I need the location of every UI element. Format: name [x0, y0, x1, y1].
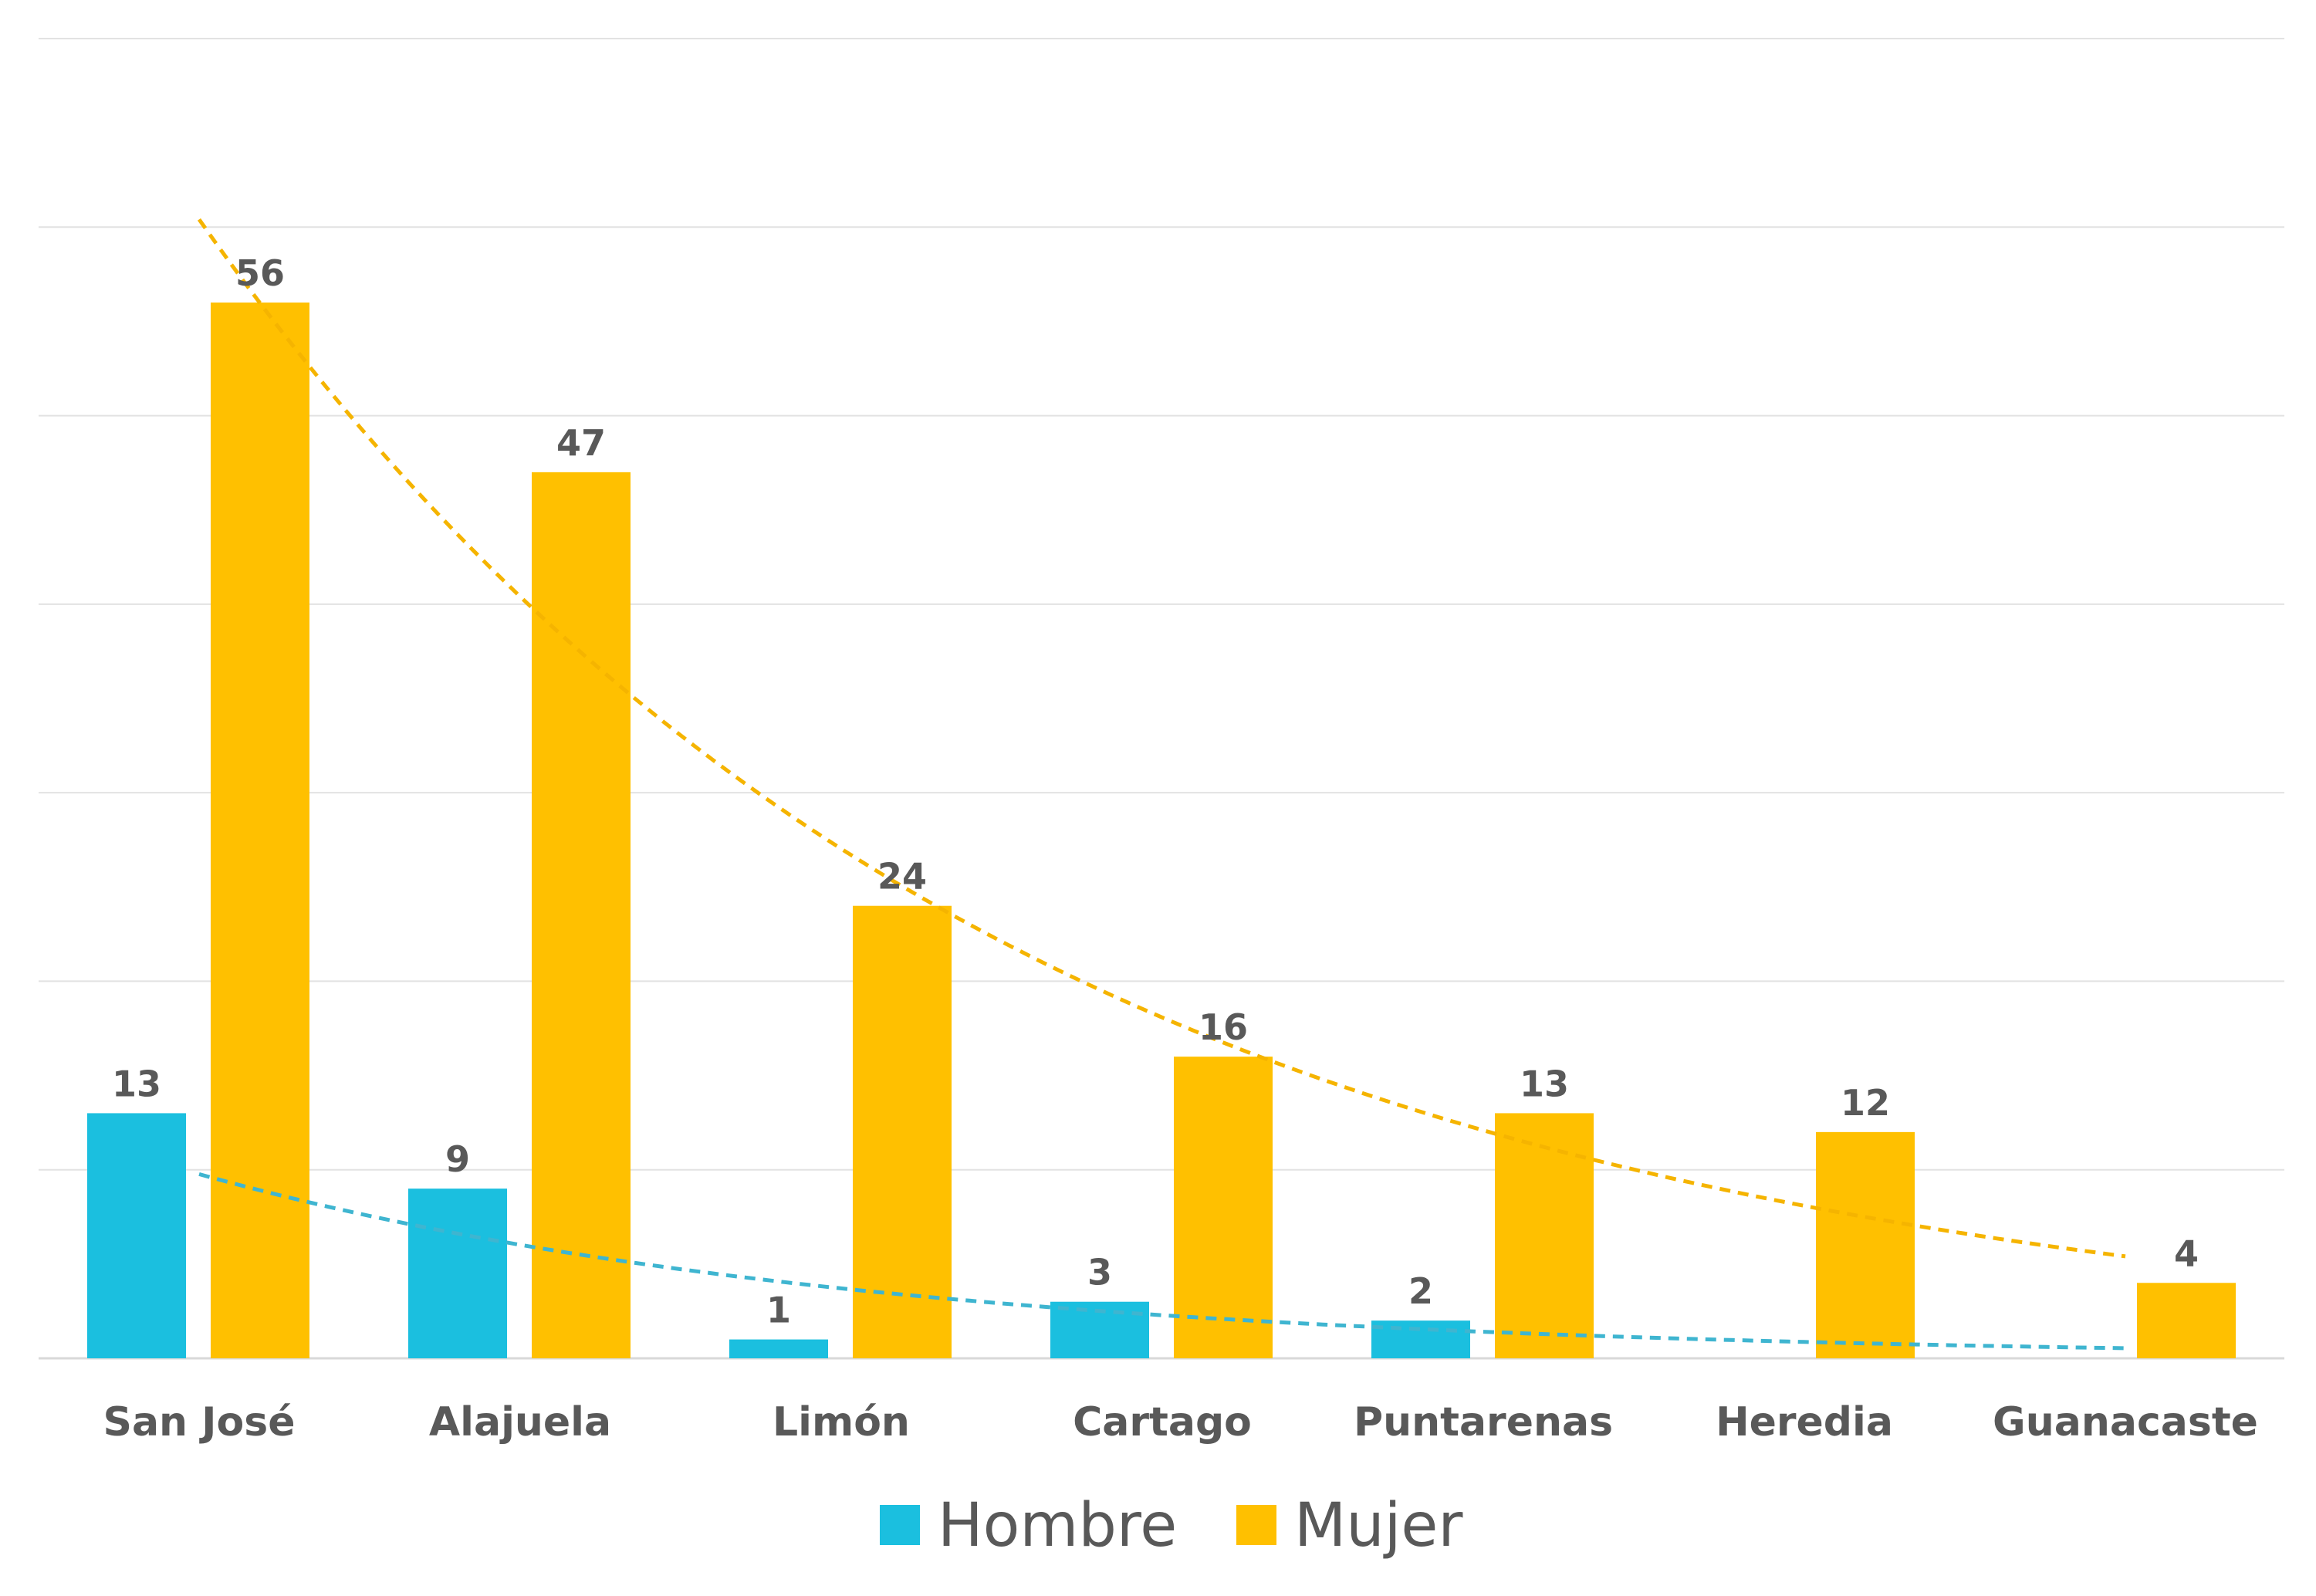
bar-hombre-san-jose — [87, 1113, 186, 1358]
data-label-mujer-heredia: 12 — [1841, 1082, 1890, 1124]
x-tick-cartago: Cartago — [1073, 1399, 1252, 1446]
data-label-hombre-puntarenas: 2 — [1408, 1270, 1433, 1312]
x-tick-san-jose: San José — [103, 1399, 296, 1446]
bar-hombre-puntarenas — [1371, 1320, 1470, 1358]
data-label-mujer-limon: 24 — [877, 856, 927, 898]
legend-swatch-hombre — [880, 1505, 920, 1545]
data-label-mujer-guanacaste: 4 — [2174, 1233, 2199, 1274]
data-label-hombre-alajuela: 9 — [445, 1138, 470, 1180]
bar-hombre-limon — [729, 1339, 828, 1358]
data-label-mujer-cartago: 16 — [1199, 1006, 1248, 1048]
bar-mujer-guanacaste — [2137, 1283, 2236, 1358]
data-label-mujer-alajuela: 47 — [556, 422, 606, 464]
legend-label-mujer: Mujer — [1294, 1491, 1463, 1560]
data-label-mujer-puntarenas: 13 — [1520, 1063, 1569, 1104]
x-tick-limon: Limón — [773, 1399, 910, 1446]
bars — [87, 303, 2236, 1358]
trendlines — [197, 218, 2126, 1351]
x-tick-heredia: Heredia — [1716, 1399, 1893, 1446]
bar-mujer-puntarenas — [1495, 1113, 1594, 1358]
x-axis-tick-labels: San José Alajuela Limón Cartago Puntarenas He… — [103, 1399, 2258, 1446]
legend-swatch-mujer — [1236, 1505, 1276, 1545]
bar-hombre-alajuela — [408, 1189, 507, 1358]
bar-mujer-alajuela — [532, 472, 631, 1358]
data-label-hombre-limon: 1 — [766, 1290, 791, 1331]
legend: Hombre Mujer — [880, 1491, 1463, 1560]
data-label-mujer-san-jose: 56 — [235, 252, 285, 294]
data-label-hombre-cartago: 3 — [1087, 1252, 1112, 1293]
trendline-mujer — [197, 218, 2126, 1259]
legend-label-hombre: Hombre — [938, 1491, 1177, 1560]
x-tick-alajuela: Alajuela — [429, 1399, 611, 1446]
bar-mujer-heredia — [1816, 1131, 1915, 1358]
data-label-hombre-san-jose: 13 — [112, 1063, 161, 1104]
bar-mujer-limon — [853, 905, 952, 1358]
x-tick-puntarenas: Puntarenas — [1354, 1399, 1613, 1446]
x-tick-guanacaste: Guanacaste — [1993, 1399, 2258, 1446]
trendline-hombre — [198, 1172, 2126, 1351]
bar-mujer-cartago — [1174, 1057, 1273, 1358]
gridlines — [39, 38, 2284, 1360]
